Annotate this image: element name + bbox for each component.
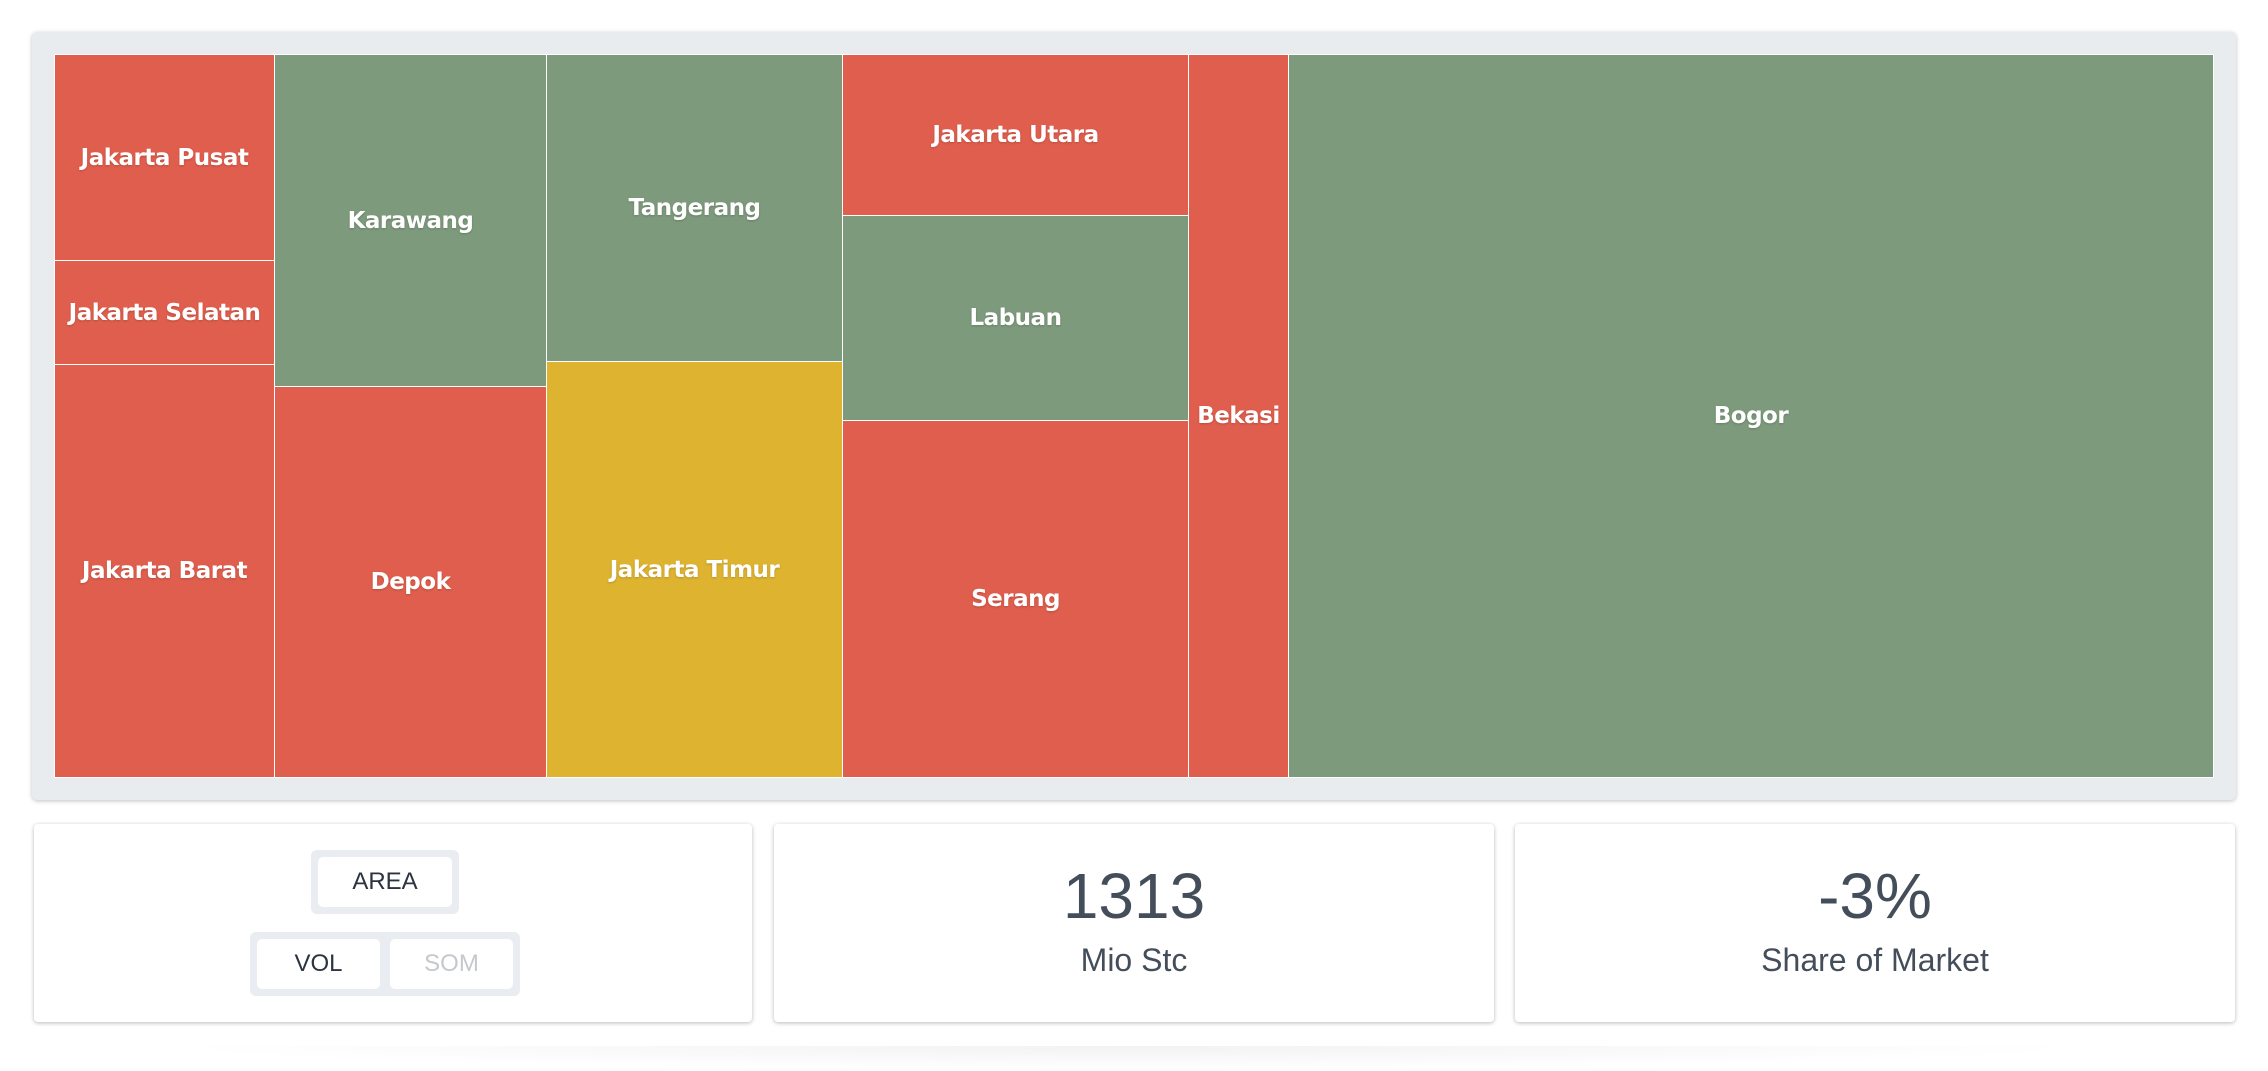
share-value: -3%	[1818, 860, 1932, 932]
treemap-cell-label: Jakarta Pusat	[80, 144, 249, 171]
area-button[interactable]: AREA	[318, 857, 452, 907]
treemap-cell-label: Depok	[370, 569, 451, 595]
bottom-shadow	[160, 1046, 2100, 1070]
treemap-cell-jakarta-selatan[interactable]: Jakarta Selatan	[54, 260, 275, 365]
treemap-cell-label: Serang	[971, 586, 1060, 612]
volume-value: 1313	[1062, 860, 1206, 932]
treemap-panel: Jakarta Pusat Jakarta Selatan Jakarta Ba…	[32, 32, 2236, 800]
treemap-cell-label: Jakarta Selatan	[68, 299, 261, 326]
treemap-cell-tangerang[interactable]: Tangerang	[546, 54, 843, 362]
share-kpi-card: -3% Share of Market	[1515, 824, 2235, 1022]
treemap-cell-labuan[interactable]: Labuan	[842, 215, 1189, 421]
treemap-cell-karawang[interactable]: Karawang	[274, 54, 547, 387]
share-label: Share of Market	[1761, 942, 1989, 978]
treemap-cell-bogor[interactable]: Bogor	[1288, 54, 2214, 778]
area-toggle-group: AREA	[311, 850, 459, 914]
volume-kpi-card: 1313 Mio Stc	[774, 824, 1494, 1022]
treemap-cell-label: Jakarta Utara	[932, 122, 1099, 148]
volume-unit-label: Mio Stc	[1080, 942, 1188, 978]
metric-toggle-group: VOL SOM	[250, 932, 520, 996]
treemap-cell-jakarta-timur[interactable]: Jakarta Timur	[546, 361, 843, 778]
treemap-cell-label: Bekasi	[1197, 403, 1280, 429]
treemap-cell-label: Tangerang	[628, 195, 761, 221]
treemap-cell-jakarta-utara[interactable]: Jakarta Utara	[842, 54, 1189, 216]
treemap-cell-serang[interactable]: Serang	[842, 420, 1189, 778]
treemap-cell-bekasi[interactable]: Bekasi	[1188, 54, 1289, 778]
som-button[interactable]: SOM	[390, 939, 513, 989]
treemap-cell-jakarta-pusat[interactable]: Jakarta Pusat	[54, 54, 275, 261]
treemap-cell-depok[interactable]: Depok	[274, 386, 547, 778]
treemap-cell-label: Karawang	[347, 207, 474, 234]
treemap-cell-label: Bogor	[1713, 403, 1789, 429]
treemap: Jakarta Pusat Jakarta Selatan Jakarta Ba…	[54, 54, 2214, 778]
treemap-cell-label: Jakarta Barat	[81, 558, 248, 584]
treemap-cell-label: Jakarta Timur	[609, 556, 780, 583]
treemap-cell-label: Labuan	[969, 305, 1062, 331]
vol-button[interactable]: VOL	[257, 939, 380, 989]
treemap-cell-jakarta-barat[interactable]: Jakarta Barat	[54, 364, 275, 778]
metric-toggle-card: AREA VOL SOM	[34, 824, 752, 1022]
